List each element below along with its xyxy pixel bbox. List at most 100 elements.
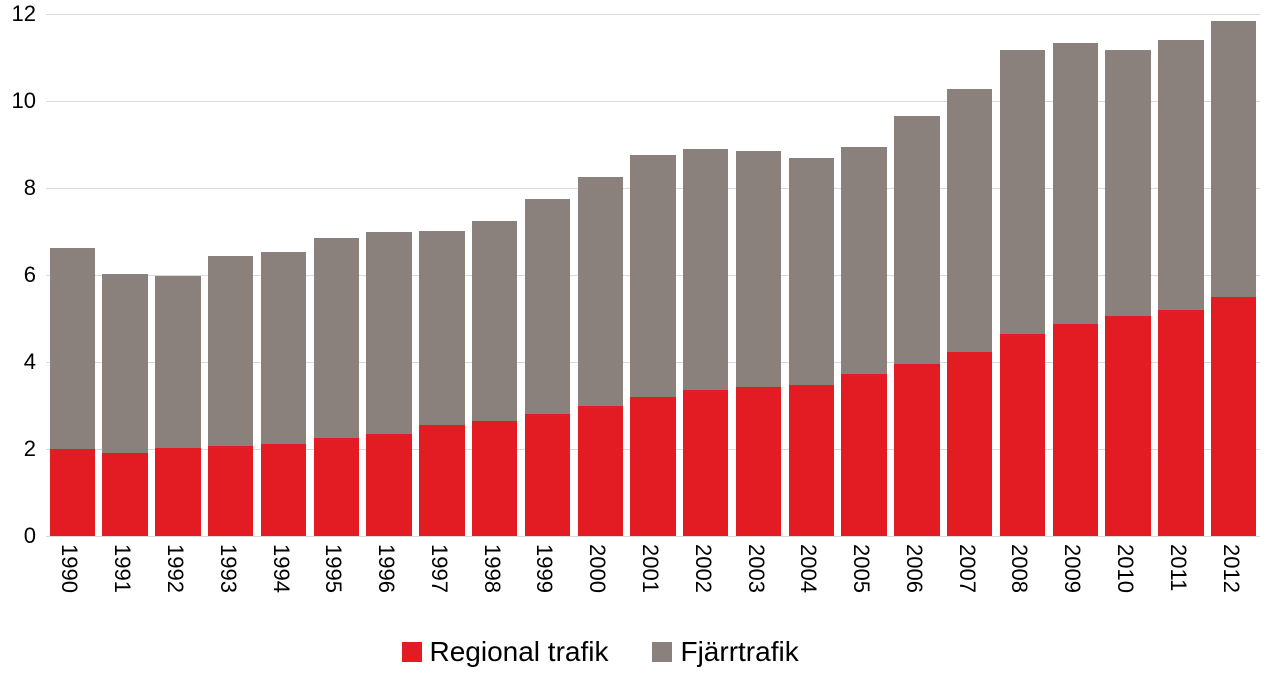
x-tick-label: 1994 (267, 544, 293, 593)
x-tick-label: 2010 (1112, 544, 1138, 593)
bar-group (155, 14, 200, 536)
bar-segment-fjarr (630, 155, 675, 397)
bar-segment-fjarr (525, 199, 570, 414)
x-tick-label: 1995 (320, 544, 346, 593)
x-tick-label: 1998 (479, 544, 505, 593)
bar-group (1211, 14, 1256, 536)
bar-segment-regional (208, 446, 253, 536)
x-tick-label: 1993 (215, 544, 241, 593)
bar-group (789, 14, 834, 536)
bar-segment-fjarr (789, 158, 834, 384)
bar-segment-fjarr (261, 252, 306, 444)
bar-group (630, 14, 675, 536)
bar-segment-fjarr (314, 238, 359, 438)
bar-group (578, 14, 623, 536)
bar-segment-regional (155, 448, 200, 536)
bar-segment-fjarr (683, 149, 728, 390)
bar-group (683, 14, 728, 536)
x-tick-label: 2005 (848, 544, 874, 593)
x-tick-label: 1996 (373, 544, 399, 593)
bar-segment-regional (261, 444, 306, 536)
bar-group (1053, 14, 1098, 536)
bar-segment-regional (947, 352, 992, 536)
bar-segment-regional (1211, 297, 1256, 536)
bar-group (314, 14, 359, 536)
x-tick-label: 2011 (1165, 544, 1191, 591)
bar-group (419, 14, 464, 536)
bar-segment-regional (630, 397, 675, 536)
bar-segment-fjarr (419, 231, 464, 425)
bar-segment-fjarr (1000, 50, 1045, 334)
y-tick-label: 10 (0, 88, 36, 114)
bar-group (525, 14, 570, 536)
x-tick-label: 2009 (1059, 544, 1085, 593)
bar-group (102, 14, 147, 536)
x-tick-label: 1997 (426, 544, 452, 593)
bar-segment-fjarr (208, 256, 253, 446)
x-tick-label: 2007 (954, 544, 980, 593)
bar-segment-fjarr (472, 221, 517, 421)
bar-segment-fjarr (102, 274, 147, 453)
bar-segment-fjarr (50, 248, 95, 449)
legend-item-fjarr: Fjärrtrafik (652, 636, 798, 668)
bar-segment-fjarr (578, 177, 623, 406)
legend-label: Fjärrtrafik (680, 636, 798, 668)
x-tick-label: 2012 (1217, 544, 1243, 593)
bar-group (841, 14, 886, 536)
x-tick-label: 2000 (584, 544, 610, 593)
legend: Regional trafik Fjärrtrafik (402, 636, 799, 668)
bar-segment-regional (314, 438, 359, 536)
bar-group (1000, 14, 1045, 536)
bar-segment-fjarr (1053, 43, 1098, 324)
bar-segment-regional (102, 453, 147, 536)
x-tick-label: 2001 (637, 544, 663, 593)
bar-segment-regional (366, 434, 411, 536)
bar-segment-fjarr (1158, 40, 1203, 310)
y-tick-label: 12 (0, 1, 36, 27)
y-tick-label: 6 (0, 262, 36, 288)
bar-group (894, 14, 939, 536)
bar-segment-fjarr (947, 89, 992, 353)
bar-group (366, 14, 411, 536)
bar-segment-regional (736, 387, 781, 536)
y-tick-label: 2 (0, 436, 36, 462)
x-tick-label: 1990 (56, 544, 82, 593)
legend-swatch (652, 642, 672, 662)
bar-group (208, 14, 253, 536)
bar-segment-regional (894, 364, 939, 536)
bar-segment-fjarr (155, 276, 200, 448)
y-tick-label: 0 (0, 523, 36, 549)
bar-segment-fjarr (1211, 21, 1256, 297)
bar-group (947, 14, 992, 536)
gridline (46, 536, 1260, 537)
bar-segment-regional (472, 421, 517, 536)
bar-segment-regional (419, 425, 464, 536)
bar-segment-regional (50, 449, 95, 536)
bar-segment-regional (1105, 316, 1150, 536)
x-tick-label: 1999 (531, 544, 557, 593)
bar-segment-regional (789, 385, 834, 536)
bar-segment-regional (683, 390, 728, 536)
bar-group (736, 14, 781, 536)
bar-group (261, 14, 306, 536)
stacked-bar-chart: 024681012 199019911992199319941995199619… (0, 0, 1266, 677)
y-tick-label: 8 (0, 175, 36, 201)
bar-segment-fjarr (894, 116, 939, 364)
legend-item-regional: Regional trafik (402, 636, 609, 668)
bar-segment-fjarr (736, 151, 781, 388)
y-tick-label: 4 (0, 349, 36, 375)
bar-segment-regional (578, 406, 623, 537)
legend-label: Regional trafik (430, 636, 609, 668)
x-tick-label: 2006 (901, 544, 927, 593)
bar-segment-regional (1158, 310, 1203, 536)
bar-segment-regional (841, 374, 886, 536)
bar-segment-fjarr (1105, 50, 1150, 317)
bar-segment-fjarr (841, 147, 886, 374)
bar-group (1158, 14, 1203, 536)
x-tick-label: 2008 (1006, 544, 1032, 593)
x-tick-label: 2002 (690, 544, 716, 593)
bars-container (46, 14, 1260, 536)
bar-segment-regional (1000, 334, 1045, 536)
x-tick-label: 2003 (742, 544, 768, 593)
x-tick-label: 1991 (109, 544, 135, 593)
